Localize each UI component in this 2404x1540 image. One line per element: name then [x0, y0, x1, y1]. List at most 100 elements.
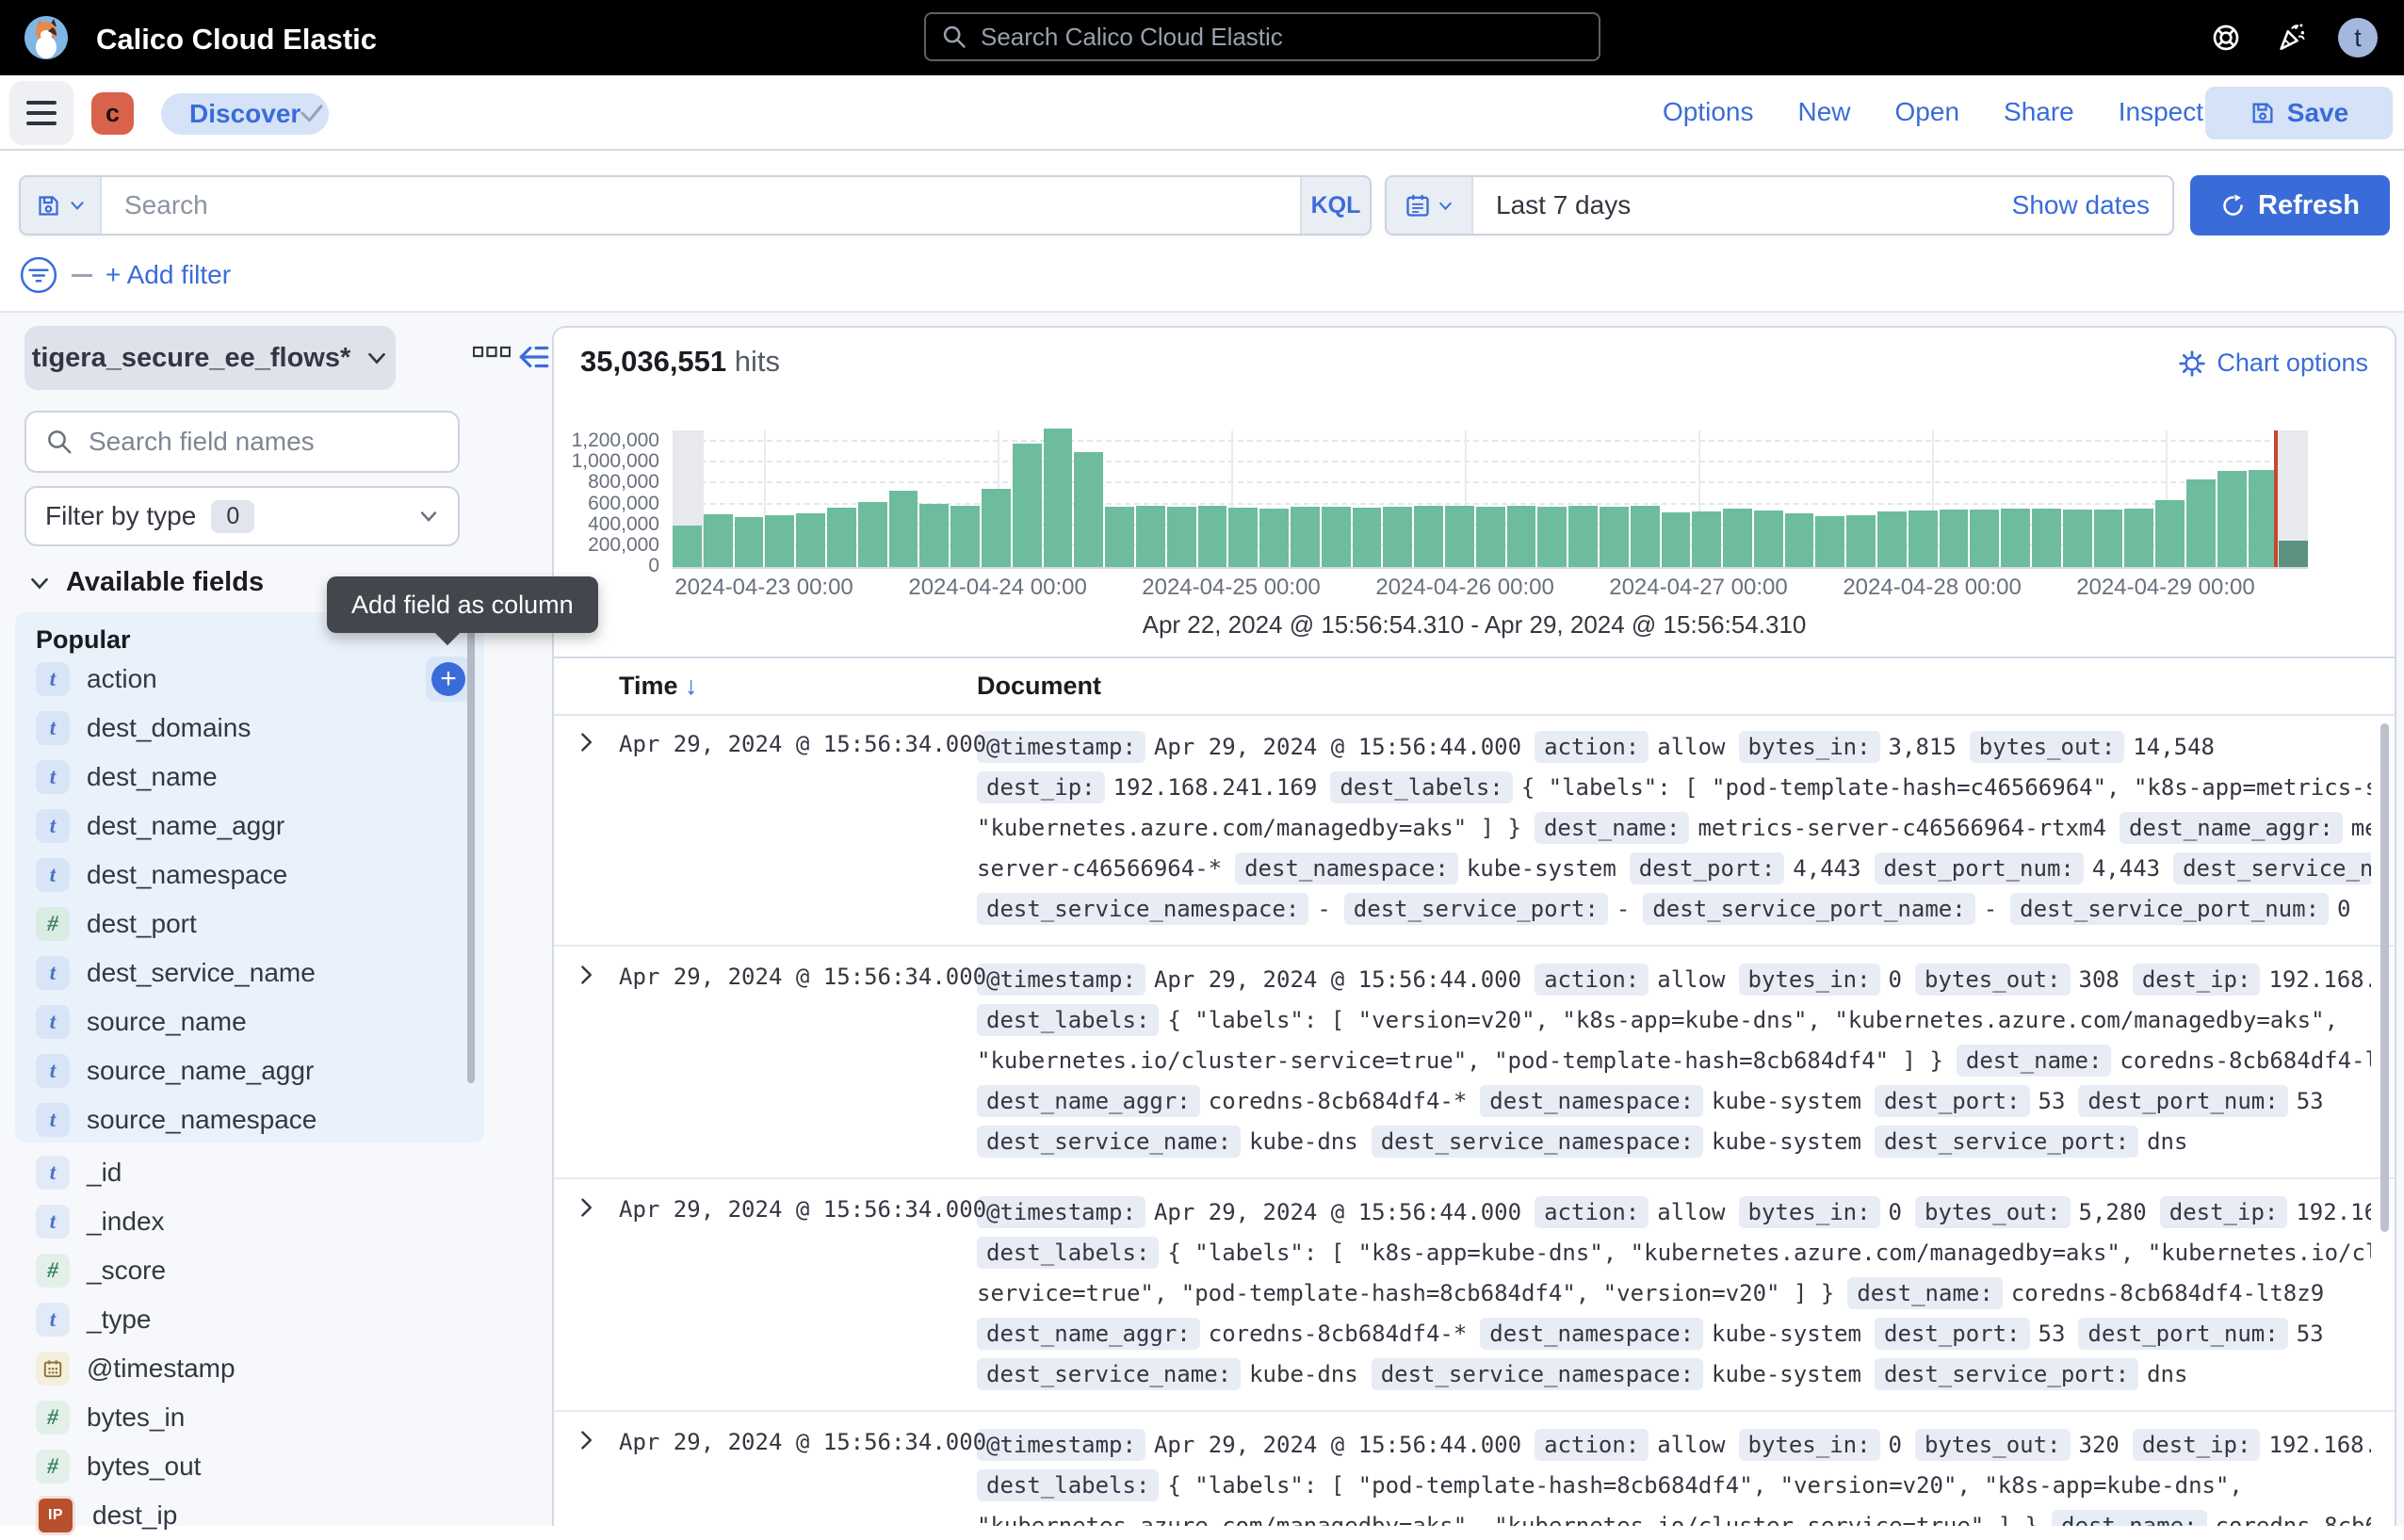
field-item-_type[interactable]: t _type: [15, 1295, 484, 1344]
add-field-as-column-button[interactable]: +: [426, 657, 471, 702]
histogram-bar[interactable]: [2093, 510, 2123, 567]
nav-inspect[interactable]: Inspect: [2118, 97, 2204, 126]
histogram-bar[interactable]: [1135, 506, 1165, 567]
histogram-bar[interactable]: [1939, 510, 1969, 567]
time-range-value[interactable]: Last 7 days: [1496, 190, 1632, 219]
histogram-bar[interactable]: [1815, 516, 1845, 567]
histogram-bar[interactable]: [1784, 513, 1814, 567]
save-button[interactable]: Save: [2205, 87, 2393, 139]
histogram-bar[interactable]: [981, 489, 1011, 567]
nav-options[interactable]: Options: [1663, 97, 1754, 126]
calendar-menu-button[interactable]: [1387, 177, 1473, 234]
histogram-bar[interactable]: [1692, 511, 1722, 567]
histogram-bar[interactable]: [1908, 511, 1938, 567]
kql-language-button[interactable]: KQL: [1300, 177, 1370, 234]
field-item-action[interactable]: t action +: [15, 655, 484, 704]
field-item-dest_port[interactable]: # dest_port: [15, 900, 484, 948]
search-input[interactable]: [102, 177, 1300, 234]
field-item-_id[interactable]: t _id: [15, 1148, 484, 1197]
expand-row-icon[interactable]: [575, 1429, 597, 1451]
histogram-bar[interactable]: [796, 513, 825, 567]
add-filter-link[interactable]: + Add filter: [106, 260, 232, 289]
histogram-bar[interactable]: [1043, 429, 1073, 567]
field-item-@timestamp[interactable]: @timestamp: [15, 1344, 484, 1393]
expand-row-icon[interactable]: [575, 964, 597, 986]
histogram-bar[interactable]: [2124, 509, 2154, 567]
collapse-sidebar-icon[interactable]: [516, 339, 552, 375]
global-search-input[interactable]: Search Calico Cloud Elastic: [924, 12, 1600, 61]
field-item-dest_service_name[interactable]: t dest_service_name: [15, 948, 484, 997]
histogram-bar[interactable]: [1383, 507, 1413, 567]
field-item-source_name[interactable]: t source_name: [15, 997, 484, 1046]
index-pattern-selector[interactable]: tigera_secure_ee_flows*: [24, 326, 396, 390]
histogram-bar[interactable]: [2032, 509, 2061, 567]
filter-by-type-dropdown[interactable]: Filter by type 0: [24, 486, 460, 546]
field-item-source_name_aggr[interactable]: t source_name_aggr: [15, 1046, 484, 1095]
histogram-bar[interactable]: [734, 517, 764, 567]
refresh-button[interactable]: Refresh: [2190, 175, 2390, 235]
histogram-bar[interactable]: [2186, 479, 2216, 567]
histogram-bar[interactable]: [1228, 508, 1259, 567]
histogram-bar[interactable]: [857, 502, 887, 567]
histogram-bar[interactable]: [1846, 515, 1876, 567]
histogram-bar[interactable]: [1723, 509, 1752, 567]
histogram-bar[interactable]: [2279, 541, 2309, 567]
nav-open[interactable]: Open: [1894, 97, 1960, 126]
expand-row-icon[interactable]: [575, 731, 597, 754]
show-dates-link[interactable]: Show dates: [2011, 190, 2150, 219]
histogram-bar[interactable]: [1290, 507, 1320, 567]
field-item-source_namespace[interactable]: t source_namespace: [15, 1095, 484, 1144]
field-item-dest_domains[interactable]: t dest_domains: [15, 704, 484, 753]
histogram-bar[interactable]: [1012, 444, 1042, 567]
user-avatar[interactable]: t: [2338, 18, 2378, 57]
menu-button[interactable]: [9, 81, 73, 145]
field-search-input[interactable]: Search field names: [24, 411, 460, 473]
field-item-_index[interactable]: t _index: [15, 1197, 484, 1246]
histogram-bar[interactable]: [1259, 509, 1289, 567]
time-column-header[interactable]: Time ↓: [619, 672, 698, 700]
space-badge[interactable]: c: [91, 92, 134, 135]
expand-row-icon[interactable]: [575, 1196, 597, 1219]
available-fields-header[interactable]: Available fields: [28, 567, 264, 598]
histogram-bar[interactable]: [1321, 507, 1351, 567]
histogram-bar[interactable]: [1877, 511, 1907, 567]
field-item-dest_name_aggr[interactable]: t dest_name_aggr: [15, 802, 484, 851]
histogram-bar[interactable]: [1970, 510, 2000, 567]
histogram-bar[interactable]: [2062, 510, 2092, 567]
histogram-bar[interactable]: [1166, 507, 1196, 567]
field-item-bytes_in[interactable]: # bytes_in: [15, 1393, 484, 1442]
histogram-bar[interactable]: [1630, 506, 1660, 567]
field-item-dest_name[interactable]: t dest_name: [15, 753, 484, 802]
histogram-bar[interactable]: [950, 506, 980, 567]
histogram-bar[interactable]: [673, 526, 702, 567]
histogram-bar[interactable]: [2001, 509, 2031, 567]
histogram-bar[interactable]: [1105, 507, 1134, 567]
histogram-bar[interactable]: [1661, 512, 1691, 567]
histogram-chart[interactable]: [673, 429, 2309, 569]
histogram-bar[interactable]: [1475, 507, 1505, 567]
saved-query-menu-button[interactable]: [21, 177, 102, 234]
histogram-bar[interactable]: [1753, 511, 1783, 567]
nav-new[interactable]: New: [1797, 97, 1851, 126]
sidebar-scrollbar[interactable]: [467, 622, 475, 1083]
histogram-bar[interactable]: [1506, 506, 1536, 567]
histogram-bar[interactable]: [1074, 452, 1104, 567]
histogram-bar[interactable]: [1537, 507, 1567, 567]
field-options-icon[interactable]: [473, 345, 511, 359]
histogram-bar[interactable]: [2248, 470, 2278, 567]
histogram-bar[interactable]: [1414, 506, 1443, 567]
field-item-dest_ip[interactable]: IP dest_ip: [15, 1491, 484, 1540]
field-item-bytes_out[interactable]: # bytes_out: [15, 1442, 484, 1491]
histogram-bar[interactable]: [826, 508, 856, 567]
field-item-_score[interactable]: # _score: [15, 1246, 484, 1295]
histogram-bar[interactable]: [888, 491, 918, 567]
table-scrollbar[interactable]: [2380, 723, 2389, 1232]
histogram-bar[interactable]: [1599, 507, 1629, 567]
histogram-bar[interactable]: [1352, 508, 1382, 567]
histogram-bar[interactable]: [1568, 506, 1598, 567]
histogram-bar[interactable]: [2217, 471, 2247, 567]
histogram-bar[interactable]: [2155, 500, 2185, 567]
whats-new-party-popper-icon[interactable]: [2276, 21, 2308, 53]
histogram-bar[interactable]: [1197, 506, 1227, 567]
histogram-bar[interactable]: [765, 515, 795, 567]
